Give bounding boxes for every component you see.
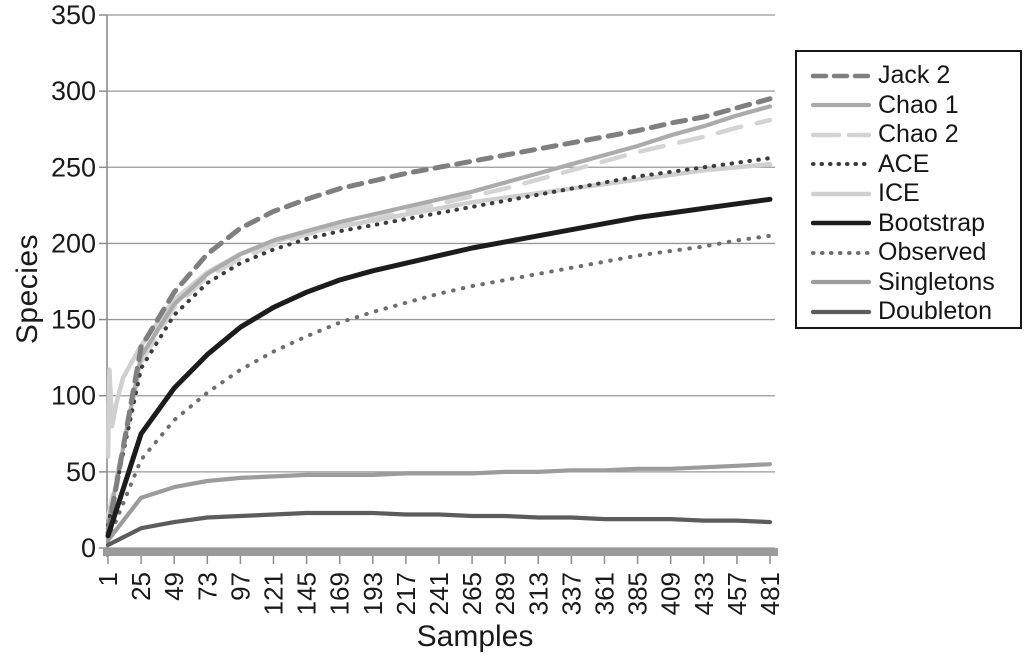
legend-label-singletons: Singletons — [878, 267, 995, 296]
legend-swatch-chao-1 — [811, 103, 871, 108]
x-tick-label-73: 73 — [192, 572, 222, 601]
series-line-bootstrap — [105, 196, 773, 539]
legend-label-doubleton: Doubleton — [878, 297, 992, 326]
legend-item-ace: ACE — [811, 150, 1020, 180]
series-line-observed — [106, 233, 772, 543]
y-tick-label-250: 250 — [51, 152, 96, 182]
legend-label-jack-2: Jack 2 — [878, 61, 951, 90]
x-axis-title: Samples — [416, 620, 534, 653]
x-tick-label-361: 361 — [590, 572, 620, 615]
legend-swatch-ace — [811, 162, 871, 167]
legend-swatch-chao-2 — [811, 132, 871, 137]
x-tick-label-313: 313 — [523, 572, 553, 615]
series-line-ice — [105, 161, 773, 459]
y-tick-label-100: 100 — [51, 381, 96, 411]
legend-swatch-bootstrap — [811, 221, 871, 226]
x-tick-label-409: 409 — [656, 572, 686, 615]
x-tick-label-25: 25 — [126, 572, 156, 601]
x-tick-label-481: 481 — [755, 572, 785, 615]
legend-item-doubleton: Doubleton — [811, 297, 1020, 327]
series-line-jack-2 — [105, 96, 773, 536]
x-tick-label-49: 49 — [159, 572, 189, 601]
legend-label-ace: ACE — [878, 149, 930, 178]
x-tick-label-121: 121 — [259, 572, 289, 615]
x-tick-label-169: 169 — [325, 572, 355, 615]
y-tick-label-350: 350 — [51, 0, 96, 30]
x-tick-label-337: 337 — [556, 572, 586, 615]
legend-item-jack-2: Jack 2 — [811, 61, 1020, 91]
legend-item-singletons: Singletons — [811, 268, 1020, 298]
x-tick-label-241: 241 — [424, 572, 454, 615]
y-tick-label-50: 50 — [66, 457, 96, 487]
x-tick-label-97: 97 — [225, 572, 255, 601]
series-line-doubleton — [105, 510, 773, 548]
y-tick-label-150: 150 — [51, 305, 96, 335]
x-tick-label-289: 289 — [490, 572, 520, 615]
legend-swatch-doubleton — [811, 309, 871, 314]
legend-item-ice: ICE — [811, 179, 1020, 209]
legend-label-observed: Observed — [878, 238, 987, 267]
y-axis-title: Species — [11, 233, 44, 345]
x-tick-label-265: 265 — [457, 572, 487, 615]
y-tick-label-300: 300 — [51, 76, 96, 106]
x-tick-label-193: 193 — [358, 572, 388, 615]
x-tick-label-145: 145 — [292, 572, 322, 615]
legend-label-chao-2: Chao 2 — [878, 120, 959, 149]
legend-item-chao-2: Chao 2 — [811, 120, 1020, 150]
legend-swatch-ice — [811, 191, 871, 196]
legend-item-bootstrap: Bootstrap — [811, 209, 1020, 239]
series-line-chao-2 — [105, 117, 773, 520]
x-tick-label-1: 1 — [93, 572, 123, 586]
x-axis-zero-band — [103, 548, 778, 556]
legend: Jack 2 Chao 1 Chao 2 ACE ICE Bootstrap Observe… — [795, 50, 1022, 329]
legend-item-chao-1: Chao 1 — [811, 91, 1020, 121]
y-tick-label-0: 0 — [81, 533, 96, 563]
legend-label-ice: ICE — [878, 179, 920, 208]
x-tick-label-433: 433 — [689, 572, 719, 615]
series-line-chao-1 — [105, 104, 773, 528]
x-tick-label-457: 457 — [722, 572, 752, 615]
legend-swatch-jack-2 — [811, 73, 871, 78]
series-line-singletons — [105, 462, 773, 543]
series-line-ace — [106, 156, 772, 528]
y-tick-label-200: 200 — [51, 228, 96, 258]
legend-label-bootstrap: Bootstrap — [878, 208, 986, 237]
x-tick-label-385: 385 — [623, 572, 653, 615]
x-tick-label-217: 217 — [391, 572, 421, 615]
legend-label-chao-1: Chao 1 — [878, 90, 959, 119]
legend-swatch-singletons — [811, 280, 871, 285]
legend-swatch-observed — [811, 250, 871, 255]
legend-item-observed: Observed — [811, 238, 1020, 268]
